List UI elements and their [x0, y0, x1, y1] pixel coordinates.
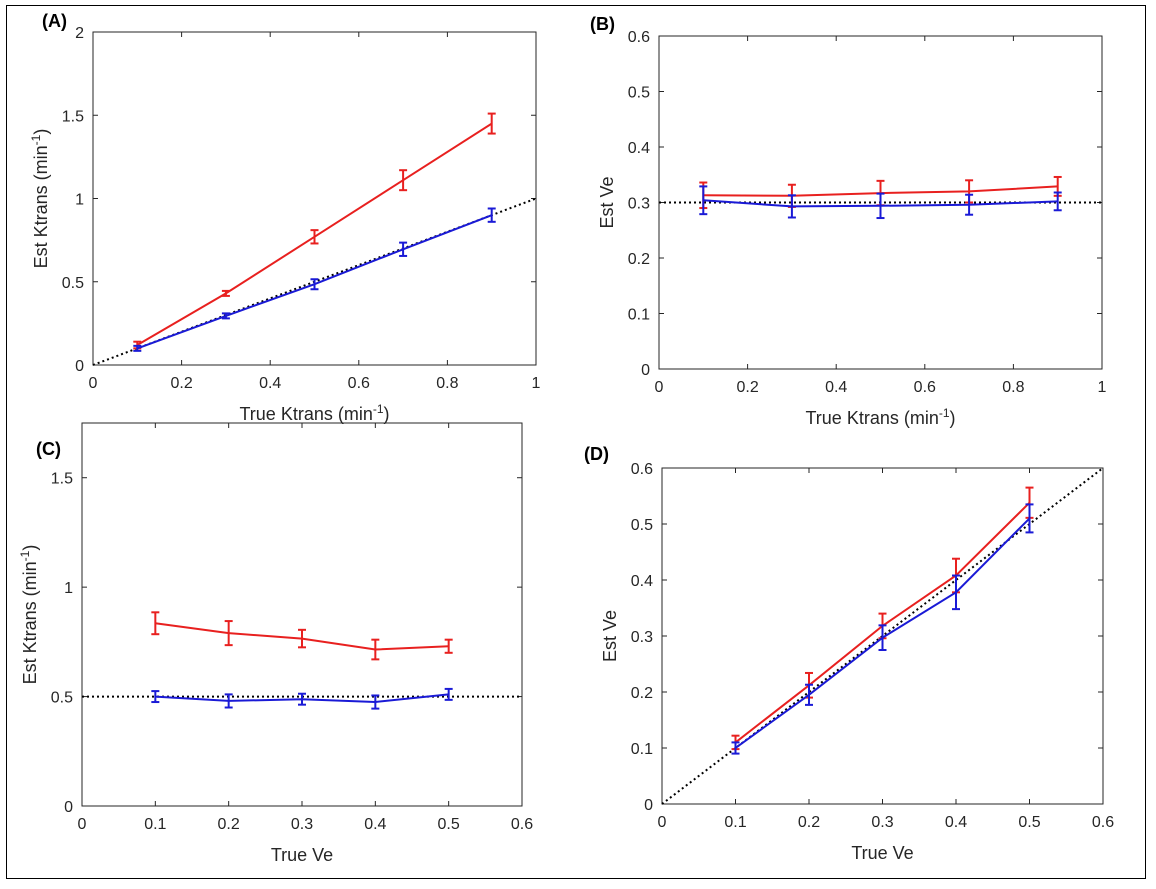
- panel-b: (B) 0 0.2 0.4 0.6 0.8 1 0 0.1 0.2 0.3 0.4 0.5 0.6 True…: [590, 14, 1107, 428]
- y-tick-label: 0.5: [628, 85, 650, 102]
- figure-frame: [6, 5, 1146, 879]
- y-tick-label: 1: [64, 580, 73, 597]
- x-tick-label: 0.3: [291, 816, 313, 833]
- y-axis-label: Est Ve: [597, 176, 617, 228]
- x-tick-label: 0.8: [1002, 379, 1024, 396]
- x-tick-label: 0.4: [945, 814, 967, 831]
- y-axis-label: Est Ktrans (min-1): [18, 545, 40, 685]
- y-tick-label: 1.5: [62, 108, 84, 125]
- x-tick-label: 0: [89, 375, 98, 392]
- x-tick-label: 0: [78, 816, 87, 833]
- x-axis-label: True Ktrans (min-1): [239, 402, 389, 424]
- y-tick-label: 0.6: [631, 461, 653, 478]
- x-tick-label: 0.4: [259, 375, 281, 392]
- x-axis-label: True Ktrans (min-1): [805, 406, 955, 428]
- x-tick-label: 0: [655, 379, 664, 396]
- x-tick-label: 0.2: [798, 814, 820, 831]
- x-axis-label: True Ve: [851, 843, 913, 863]
- panel-a: (A) 0 0.2 0.4 0.6 0.8 1 0 0.5 1 1.5 2 True Ktrans (m…: [29, 11, 541, 424]
- axes-box: [92, 31, 537, 366]
- panel-label: (B): [590, 14, 615, 34]
- y-tick-label: 0.1: [628, 307, 650, 324]
- panel-label: (C): [36, 439, 61, 459]
- x-tick-label: 0.4: [364, 816, 386, 833]
- y-tick-label: 0: [644, 797, 653, 814]
- x-tick-label: 0.8: [436, 375, 458, 392]
- y-tick-label: 1.5: [51, 471, 73, 488]
- x-tick-label: 0: [658, 814, 667, 831]
- x-tick-label: 0.2: [218, 816, 240, 833]
- x-tick-label: 0.1: [144, 816, 166, 833]
- x-tick-label: 0.4: [825, 379, 847, 396]
- x-tick-label: 0.5: [1018, 814, 1040, 831]
- y-tick-label: 2: [75, 25, 84, 42]
- y-axis-label: Est Ve: [600, 610, 620, 662]
- y-tick-label: 0.1: [631, 741, 653, 758]
- panel-d: (D) 0 0.1 0.2 0.3 0.4 0.5 0.6 0 0.1 0.2 0.3 0.4 0.5 0.…: [584, 444, 1114, 863]
- y-tick-label: 0.5: [51, 690, 73, 707]
- panel-label: (A): [42, 11, 67, 31]
- x-axis-label: True Ve: [271, 845, 333, 865]
- y-tick-label: 0.2: [628, 251, 650, 268]
- y-tick-label: 0.6: [628, 29, 650, 46]
- y-tick-label: 0.3: [631, 629, 653, 646]
- x-tick-label: 1: [532, 375, 541, 392]
- y-tick-label: 0.4: [628, 140, 650, 157]
- panel-c: (C) 0 0.1 0.2 0.3 0.4 0.5 0.6 0 0.5 1 1.5 True Ve Est…: [18, 422, 533, 865]
- axes-box: [81, 422, 523, 807]
- x-tick-label: 0.6: [348, 375, 370, 392]
- x-tick-label: 0.2: [170, 375, 192, 392]
- y-tick-label: 0.4: [631, 573, 653, 590]
- x-tick-label: 0.3: [871, 814, 893, 831]
- y-tick-label: 0: [641, 362, 650, 379]
- y-tick-label: 0: [64, 799, 73, 816]
- x-tick-label: 0.6: [511, 816, 533, 833]
- x-tick-label: 1: [1098, 379, 1107, 396]
- y-axis-label: Est Ktrans (min-1): [29, 129, 51, 269]
- y-tick-label: 1: [75, 192, 84, 209]
- y-tick-label: 0.5: [62, 275, 84, 292]
- x-tick-label: 0.6: [1092, 814, 1114, 831]
- panel-label: (D): [584, 444, 609, 464]
- x-tick-label: 0.6: [914, 379, 936, 396]
- x-tick-label: 0.5: [438, 816, 460, 833]
- x-tick-label: 0.1: [724, 814, 746, 831]
- y-tick-label: 0.5: [631, 517, 653, 534]
- y-tick-label: 0.3: [628, 196, 650, 213]
- x-tick-label: 0.2: [736, 379, 758, 396]
- y-tick-label: 0.2: [631, 685, 653, 702]
- y-tick-label: 0: [75, 358, 84, 375]
